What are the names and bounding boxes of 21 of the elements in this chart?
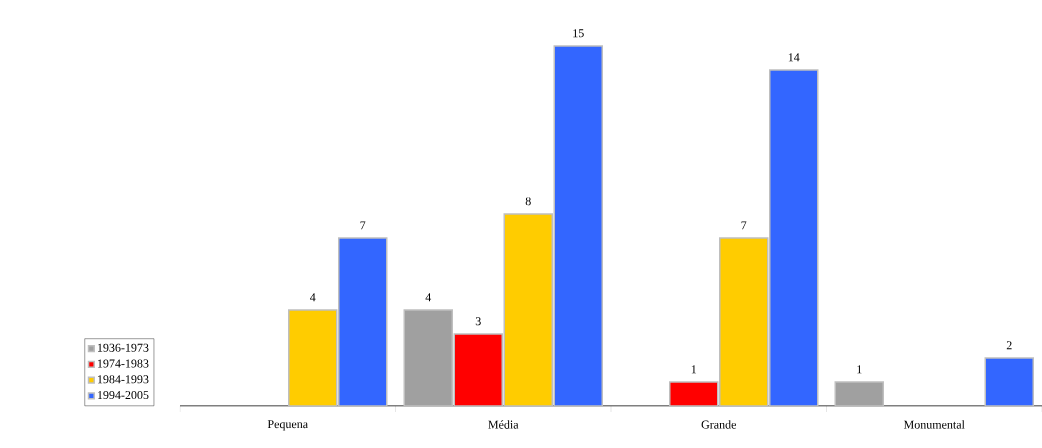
bar	[834, 381, 885, 407]
x-tick-label: Monumental	[903, 420, 965, 429]
data-label: 7	[741, 221, 747, 230]
x-tick-label: Média	[488, 420, 519, 429]
legend-label: 1994-2005	[98, 391, 149, 400]
legend-label: 1974-1983	[98, 359, 149, 368]
data-label: 1	[691, 365, 697, 374]
data-label: 3	[475, 317, 481, 326]
bar	[984, 357, 1035, 407]
legend-label: 1936-1973	[98, 343, 149, 352]
data-label: 1	[857, 365, 862, 374]
data-label: 4	[425, 293, 432, 302]
data-label: 14	[788, 53, 800, 62]
legend-label: 1984-1993	[98, 375, 149, 384]
data-label: 8	[525, 197, 531, 206]
data-label: 2	[1006, 341, 1012, 350]
data-label: 4	[309, 293, 316, 302]
data-label: 7	[360, 221, 366, 230]
x-tick-label: Grande	[701, 420, 736, 429]
data-label: 15	[573, 29, 584, 38]
x-tick-label: Pequena	[267, 420, 308, 431]
